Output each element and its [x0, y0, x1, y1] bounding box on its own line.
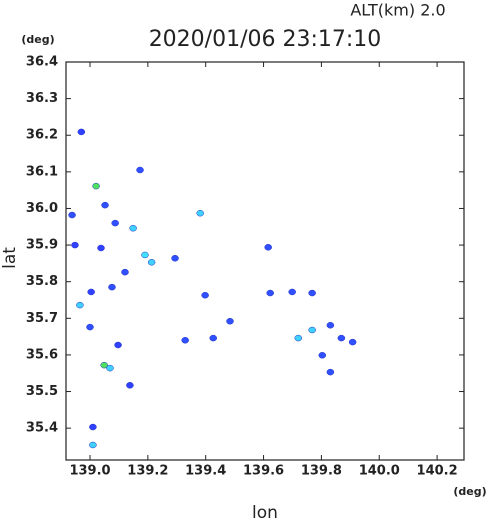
echo-cell: [308, 326, 316, 334]
echo-cell: [86, 323, 94, 331]
echo-cell: [121, 268, 129, 276]
echo-cell: [68, 211, 76, 219]
echo-cell: [209, 334, 217, 342]
x-tick-label: 140.0: [359, 464, 400, 479]
echo-cell: [100, 361, 108, 369]
x-tick-label: 139.8: [301, 464, 342, 479]
echo-cell: [101, 201, 109, 209]
echo-cell: [141, 251, 149, 259]
y-tick-label: 36.1: [26, 164, 58, 179]
echo-cell: [264, 244, 272, 251]
echo-cell: [318, 352, 327, 359]
echo-cell: [89, 423, 97, 431]
echo-cell: [136, 166, 144, 174]
y-tick-label: 35.5: [26, 384, 58, 399]
echo-cell: [226, 317, 234, 325]
echo-cell: [89, 441, 97, 449]
echo-cell: [326, 322, 335, 329]
echo-cell: [97, 244, 105, 252]
y-tick-label: 36.0: [26, 201, 58, 216]
echo-cell: [111, 219, 119, 227]
y-tick-label: 35.7: [26, 311, 58, 326]
echo-cell: [337, 334, 346, 342]
chart-title: 2020/01/06 23:17:10: [149, 27, 382, 52]
echo-cell: [126, 382, 134, 389]
y-axis-label: lat: [0, 247, 20, 269]
x-tick-label: 139.6: [243, 464, 284, 479]
x-unit: (deg): [453, 485, 486, 498]
echo-cell: [288, 288, 296, 296]
echo-cell: [308, 289, 316, 297]
echo-cell: [129, 224, 137, 232]
echo-cell: [77, 128, 86, 136]
echo-cell: [326, 368, 335, 376]
echo-cell: [201, 291, 209, 299]
y-tick-label: 35.9: [26, 238, 58, 253]
y-tick-label: 36.2: [26, 128, 58, 143]
echo-cell: [294, 334, 303, 342]
x-axis-label: lon: [252, 503, 278, 521]
x-tick-label: 139.0: [69, 464, 110, 479]
y-tick-label: 35.6: [26, 347, 58, 362]
chart-subtitle: ALT(km) 2.0: [350, 1, 445, 20]
x-tick-label: 140.2: [417, 464, 458, 479]
echo-cell: [76, 301, 84, 309]
y-tick-label: 36.3: [26, 91, 58, 106]
echo-cell: [108, 283, 116, 291]
echo-cell: [87, 288, 95, 296]
echo-cell: [266, 289, 274, 297]
echo-cell: [171, 255, 179, 262]
echo-cell: [114, 341, 122, 349]
echo-cell: [92, 182, 100, 190]
x-tick-label: 139.2: [127, 464, 168, 479]
echo-cell: [348, 338, 357, 346]
plot-frame: [65, 61, 465, 461]
echo-cell: [196, 209, 204, 217]
echo-cell: [147, 259, 156, 266]
y-tick-label: 36.4: [26, 55, 58, 70]
x-tick-label: 139.4: [185, 464, 226, 479]
echo-cell: [71, 241, 79, 249]
echo-cell: [106, 364, 114, 372]
y-unit: (deg): [21, 33, 54, 46]
echo-cell: [181, 337, 189, 344]
y-tick-label: 35.4: [26, 421, 58, 436]
y-tick-label: 35.8: [26, 274, 58, 289]
